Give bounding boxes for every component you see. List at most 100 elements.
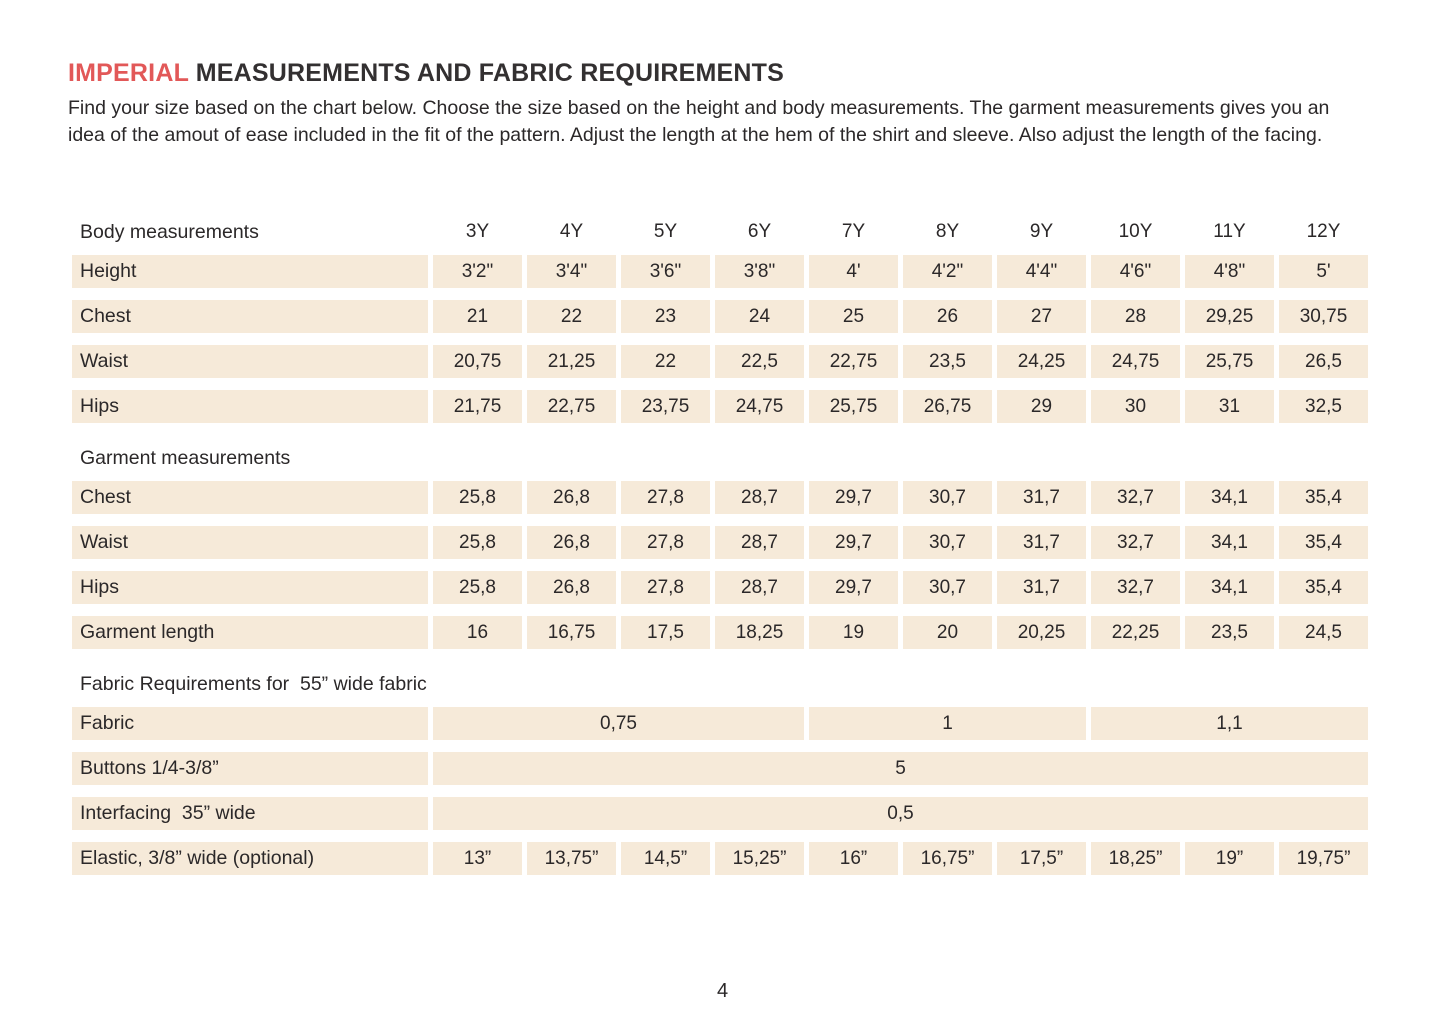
table-cell: 22,75	[527, 390, 616, 423]
table-cell: 22	[527, 300, 616, 333]
table-cell: 4'8"	[1185, 255, 1274, 288]
table-cell: 27,8	[621, 526, 710, 559]
table-row: Fabric 0,75 1 1,1	[72, 707, 1368, 740]
table-cell: 35,4	[1279, 526, 1368, 559]
table-cell: 28,7	[715, 571, 804, 604]
size-column-header: 9Y	[1029, 221, 1054, 242]
table-cell: 22,75	[809, 345, 898, 378]
table-cell: 31,7	[997, 571, 1086, 604]
row-label: Interfacing 35” wide	[72, 797, 428, 830]
table-cell: 4'6"	[1091, 255, 1180, 288]
table-cell: 29,25	[1185, 300, 1274, 333]
page-content: IMPERIAL MEASUREMENTS AND FABRIC REQUIRE…	[68, 59, 1368, 875]
table-cell: 25,8	[433, 481, 522, 514]
section-header-row: Garment measurements	[72, 435, 1368, 481]
table-cell: 20	[903, 616, 992, 649]
table-cell: 23	[621, 300, 710, 333]
row-label: Waist	[72, 526, 428, 559]
table-cell: 35,4	[1279, 481, 1368, 514]
row-label: Hips	[72, 571, 428, 604]
page-number: 4	[716, 980, 729, 1002]
table-cell: 29	[997, 390, 1086, 423]
row-label: Height	[72, 255, 428, 288]
table-cell: 17,5”	[997, 842, 1086, 875]
table-cell: 19	[809, 616, 898, 649]
table-cell: 18,25	[715, 616, 804, 649]
row-label: Fabric	[72, 707, 428, 740]
table-cell: 30,7	[903, 481, 992, 514]
size-column-header: 5Y	[653, 221, 678, 242]
table-row: Garment length 16 16,75 17,5 18,25 19 20 20,25 2…	[72, 616, 1368, 649]
table-cell: 30,7	[903, 571, 992, 604]
table-row: Elastic, 3/8” wide (optional) 13” 13,75” 14…	[72, 842, 1368, 875]
table-cell: 4'4"	[997, 255, 1086, 288]
table-cell: 26	[903, 300, 992, 333]
table-row: Buttons 1/4-3/8” 5	[72, 752, 1368, 785]
table-cell: 3'8"	[715, 255, 804, 288]
table-cell-span: 5	[433, 752, 1368, 785]
table-cell: 4'	[809, 255, 898, 288]
section-header-row: Fabric Requirements for 55” wide fabric	[72, 661, 1368, 707]
row-label: Hips	[72, 390, 428, 423]
table-cell: 14,5”	[621, 842, 710, 875]
section-header-row: Body measurements 3Y 4Y 5Y 6Y 7Y 8Y 9Y 10Y 11Y 12Y	[72, 209, 1368, 255]
table-cell: 28	[1091, 300, 1180, 333]
table-cell: 26,8	[527, 571, 616, 604]
table-cell: 21	[433, 300, 522, 333]
table-row: Hips 25,8 26,8 27,8 28,7 29,7 30,7 31,7 32,7 34,1…	[72, 571, 1368, 604]
table-cell: 28,7	[715, 526, 804, 559]
table-cell: 3'2"	[433, 255, 522, 288]
section-title: Garment measurements	[80, 446, 291, 469]
table-cell: 16”	[809, 842, 898, 875]
table-row: Hips 21,75 22,75 23,75 24,75 25,75 26,75 29 30 31…	[72, 390, 1368, 423]
table-cell: 30,7	[903, 526, 992, 559]
section-title: Body measurements	[80, 220, 259, 243]
size-column-header: 4Y	[559, 221, 584, 242]
row-label: Buttons 1/4-3/8”	[72, 752, 428, 785]
title-rest: MEASUREMENTS AND FABRIC REQUIREMENTS	[188, 59, 784, 87]
table-cell: 15,25”	[715, 842, 804, 875]
size-column-header: 3Y	[465, 221, 490, 242]
table-cell: 26,75	[903, 390, 992, 423]
table-cell: 34,1	[1185, 481, 1274, 514]
row-label: Garment length	[72, 616, 428, 649]
table-cell: 24	[715, 300, 804, 333]
table-cell: 25,75	[1185, 345, 1274, 378]
table-cell: 27	[997, 300, 1086, 333]
table-cell: 23,5	[1185, 616, 1274, 649]
table-cell: 23,75	[621, 390, 710, 423]
table-cell: 23,5	[903, 345, 992, 378]
table-cell-span: 1	[809, 707, 1086, 740]
table-cell: 22,5	[715, 345, 804, 378]
table-row: Height 3'2" 3'4" 3'6" 3'8" 4' 4'2" 4'4" 4'6" 4'8"…	[72, 255, 1368, 288]
table-cell: 16,75”	[903, 842, 992, 875]
table-row: Chest 25,8 26,8 27,8 28,7 29,7 30,7 31,7 32,7 34,…	[72, 481, 1368, 514]
table-cell: 24,5	[1279, 616, 1368, 649]
table-cell: 19”	[1185, 842, 1274, 875]
size-column-header: 8Y	[935, 221, 960, 242]
size-column-header: 12Y	[1306, 221, 1341, 242]
table-cell: 25,75	[809, 390, 898, 423]
section-title: Fabric Requirements for 55” wide fabric	[80, 672, 427, 695]
table-cell: 30,75	[1279, 300, 1368, 333]
table-cell: 3'6"	[621, 255, 710, 288]
table-cell: 22	[621, 345, 710, 378]
table-cell-span: 0,5	[433, 797, 1368, 830]
table-cell: 20,75	[433, 345, 522, 378]
table-cell: 13,75”	[527, 842, 616, 875]
table-row: Waist 25,8 26,8 27,8 28,7 29,7 30,7 31,7 32,7 34,…	[72, 526, 1368, 559]
size-column-header: 11Y	[1213, 221, 1246, 242]
table-cell: 34,1	[1185, 526, 1274, 559]
table-cell: 17,5	[621, 616, 710, 649]
table-cell: 16	[433, 616, 522, 649]
table-cell: 27,8	[621, 571, 710, 604]
table-cell: 35,4	[1279, 571, 1368, 604]
size-column-header: 6Y	[747, 221, 772, 242]
table-cell-span: 1,1	[1091, 707, 1368, 740]
size-column-header: 10Y	[1118, 221, 1153, 242]
table-cell: 24,75	[715, 390, 804, 423]
row-label: Waist	[72, 345, 428, 378]
table-cell: 29,7	[809, 526, 898, 559]
table-cell: 16,75	[527, 616, 616, 649]
